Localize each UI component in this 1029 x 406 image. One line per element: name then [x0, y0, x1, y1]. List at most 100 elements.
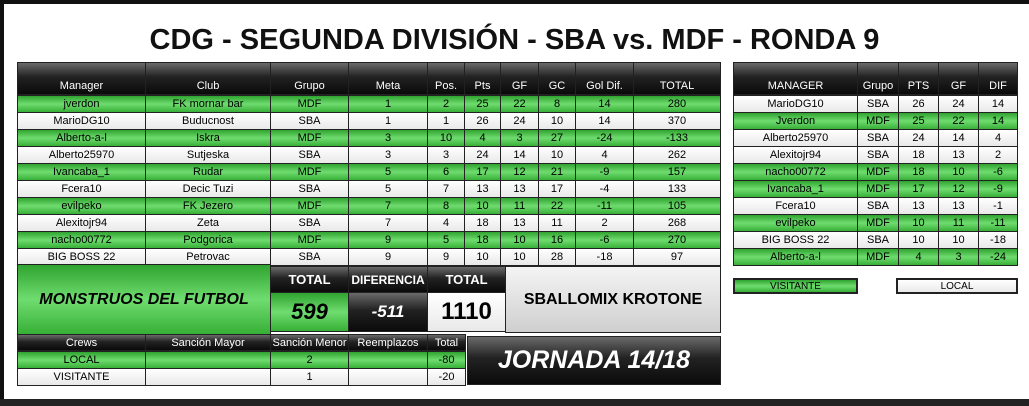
table-cell: 7	[348, 214, 428, 232]
table-cell: 17	[538, 180, 576, 198]
table-cell: 14	[575, 95, 634, 113]
table-cell: 10	[938, 163, 979, 181]
table-cell: evilpeko	[733, 214, 858, 232]
header-cell: Pts	[464, 62, 501, 95]
table-cell: 11	[538, 214, 576, 232]
table-cell: MDF	[270, 95, 349, 113]
header-cell: Reemplazos	[348, 334, 428, 351]
table-cell: 10	[500, 248, 539, 266]
table-cell: 14	[575, 112, 634, 130]
table-cell: 6	[427, 163, 465, 181]
table-cell: 10	[938, 231, 979, 249]
table-cell: 268	[633, 214, 721, 232]
table-cell: Alberto25970	[17, 146, 146, 164]
table-cell: 2	[575, 214, 634, 232]
table-cell: 5	[348, 180, 428, 198]
jornada: JORNADA 14/18	[467, 336, 721, 385]
table-cell: 24	[464, 146, 501, 164]
table-cell: 4	[464, 129, 501, 147]
table-cell: 12	[938, 180, 979, 198]
table-cell: Ivancaba_1	[733, 180, 858, 198]
table-cell: 13	[500, 214, 539, 232]
table-cell: -18	[575, 248, 634, 266]
table-cell: -133	[633, 129, 721, 147]
table-cell: 12	[500, 163, 539, 181]
table-cell: 17	[898, 180, 939, 198]
header-cell: GF	[500, 62, 539, 95]
table-cell: SBA	[857, 95, 899, 113]
table-cell: SBA	[857, 129, 899, 147]
table-cell: 14	[978, 95, 1018, 113]
table-cell: BIG BOSS 22	[733, 231, 858, 249]
table-cell: 25	[898, 112, 939, 130]
header-cell: Grupo	[270, 62, 349, 95]
table-cell: 4	[575, 146, 634, 164]
table-cell: 22	[938, 112, 979, 130]
table-cell: SBA	[270, 214, 349, 232]
table-cell: FK Jezero	[145, 197, 271, 215]
title: CDG - SEGUNDA DIVISIÓN - SBA vs. MDF - R…	[149, 24, 880, 56]
table-cell: Petrovac	[145, 248, 271, 266]
difference: -511	[348, 292, 428, 332]
table-cell: 8	[538, 95, 576, 113]
table-cell: SBA	[270, 180, 349, 198]
table-cell: 10	[427, 129, 465, 147]
table-cell: 3	[938, 248, 979, 266]
legend-item: VISITANTE	[733, 278, 858, 294]
table-cell: Alexitojr94	[733, 146, 858, 164]
header-cell: Meta	[348, 62, 428, 95]
header-cell: MANAGER	[733, 62, 858, 95]
table-cell: 10	[538, 146, 576, 164]
table-cell: 3	[348, 129, 428, 147]
table-cell: 17	[464, 163, 501, 181]
table-cell: -9	[978, 180, 1018, 198]
header-cell: Total	[427, 334, 466, 351]
table-cell: 14	[500, 146, 539, 164]
table-cell: 262	[633, 146, 721, 164]
table-cell: 4	[978, 129, 1018, 147]
header-cell: TOTAL	[633, 62, 721, 95]
table-cell: LOCAL	[17, 351, 146, 369]
table-cell: 1	[348, 112, 428, 130]
table-cell: 18	[464, 231, 501, 249]
header-cell: GF	[938, 62, 979, 95]
table-cell: 7	[348, 197, 428, 215]
bottom-frame	[0, 399, 1029, 406]
table-cell: 10	[464, 197, 501, 215]
table-cell: 9	[427, 248, 465, 266]
team-b-total: 1110	[427, 292, 506, 332]
table-cell: SBA	[857, 231, 899, 249]
table-cell: 14	[978, 112, 1018, 130]
header-cell: GC	[538, 62, 576, 95]
team-b-name: SBALLOMIX KROTONE	[505, 266, 721, 333]
table-cell: 2	[270, 351, 349, 369]
table-cell: 18	[898, 163, 939, 181]
table-cell: 3	[500, 129, 539, 147]
table-cell: SBA	[270, 112, 349, 130]
table-cell: 26	[898, 95, 939, 113]
table-cell: MDF	[857, 248, 899, 266]
table-cell: Alberto-a-l	[733, 248, 858, 266]
table-cell: 9	[348, 231, 428, 249]
table-cell	[145, 351, 271, 369]
legend-item: LOCAL	[896, 278, 1018, 294]
table-cell: MarioDG10	[17, 112, 146, 130]
table-cell: -80	[427, 351, 466, 369]
header-cell: PTS	[898, 62, 939, 95]
table-cell: 2	[978, 146, 1018, 164]
table-cell: -6	[978, 163, 1018, 181]
table-cell: 14	[938, 129, 979, 147]
table-cell: 1	[427, 112, 465, 130]
table-cell	[348, 351, 428, 369]
table-cell: -11	[978, 214, 1018, 232]
table-cell: FK mornar bar	[145, 95, 271, 113]
table-cell: 8	[427, 197, 465, 215]
header-cell: DIF	[978, 62, 1018, 95]
table-cell: 3	[348, 146, 428, 164]
team-a-name: MONSTRUOS DEL FUTBOL	[17, 264, 271, 335]
table-cell: -18	[978, 231, 1018, 249]
total-label: TOTAL	[427, 266, 506, 293]
table-cell: 13	[938, 197, 979, 215]
table-cell: MDF	[857, 112, 899, 130]
table-cell: 13	[898, 197, 939, 215]
